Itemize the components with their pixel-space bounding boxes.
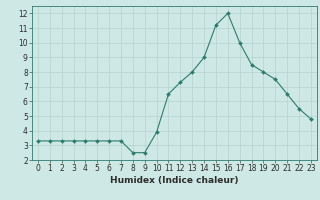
X-axis label: Humidex (Indice chaleur): Humidex (Indice chaleur) bbox=[110, 176, 239, 185]
